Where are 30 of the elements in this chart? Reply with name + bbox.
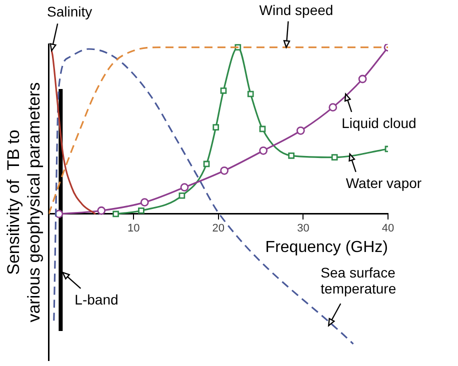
point xyxy=(296,126,305,135)
x-tick-label: 30 xyxy=(297,222,310,235)
x-axis-title: Frequency (GHz) xyxy=(265,239,388,256)
y-axis-title: Sensitivity of TB to various geophysical parameters xyxy=(4,82,44,322)
point xyxy=(247,90,254,98)
annotation: Salinity xyxy=(47,4,92,20)
point xyxy=(259,146,268,155)
point xyxy=(220,87,227,94)
point xyxy=(180,183,189,192)
x-tick-label: 10 xyxy=(127,222,140,235)
annotation: Liquid cloud xyxy=(342,114,416,131)
point xyxy=(138,207,144,214)
ref-line-label: L-band xyxy=(74,291,118,308)
point xyxy=(97,206,106,215)
point xyxy=(259,126,266,132)
annotation: Water vapor xyxy=(346,174,422,191)
annotation: Wind speed xyxy=(259,2,334,18)
point xyxy=(140,198,149,206)
point xyxy=(288,152,295,159)
point xyxy=(178,192,186,199)
point xyxy=(112,210,119,218)
point xyxy=(358,74,367,84)
x-tick-label: 40 xyxy=(382,222,394,235)
point xyxy=(331,154,338,160)
point xyxy=(220,166,229,175)
annotation: Sea surface temperature xyxy=(320,264,396,296)
point xyxy=(328,103,338,112)
point xyxy=(203,160,210,168)
x-tick-label: 20 xyxy=(212,222,225,235)
point xyxy=(212,124,220,130)
